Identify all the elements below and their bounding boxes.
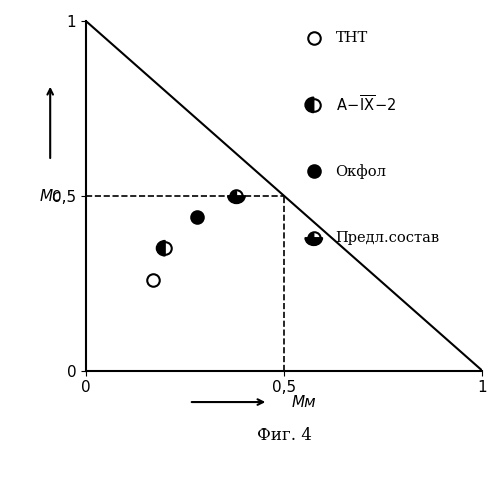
Wedge shape (305, 97, 313, 113)
Text: $\mathrm{A\!-\!\overline{IX}\!-\!2}$: $\mathrm{A\!-\!\overline{IX}\!-\!2}$ (335, 95, 395, 115)
Text: Окфол: Окфол (335, 164, 386, 179)
Text: ТНТ: ТНТ (335, 31, 367, 45)
Wedge shape (231, 192, 236, 196)
Text: Фиг. 4: Фиг. 4 (256, 427, 311, 444)
Text: Мс: Мс (40, 189, 61, 204)
Wedge shape (227, 196, 244, 204)
Wedge shape (156, 241, 165, 256)
Text: Мм: Мм (292, 395, 316, 410)
Wedge shape (305, 238, 322, 246)
Text: Предл.состав: Предл.состав (335, 231, 439, 245)
Wedge shape (308, 234, 313, 238)
